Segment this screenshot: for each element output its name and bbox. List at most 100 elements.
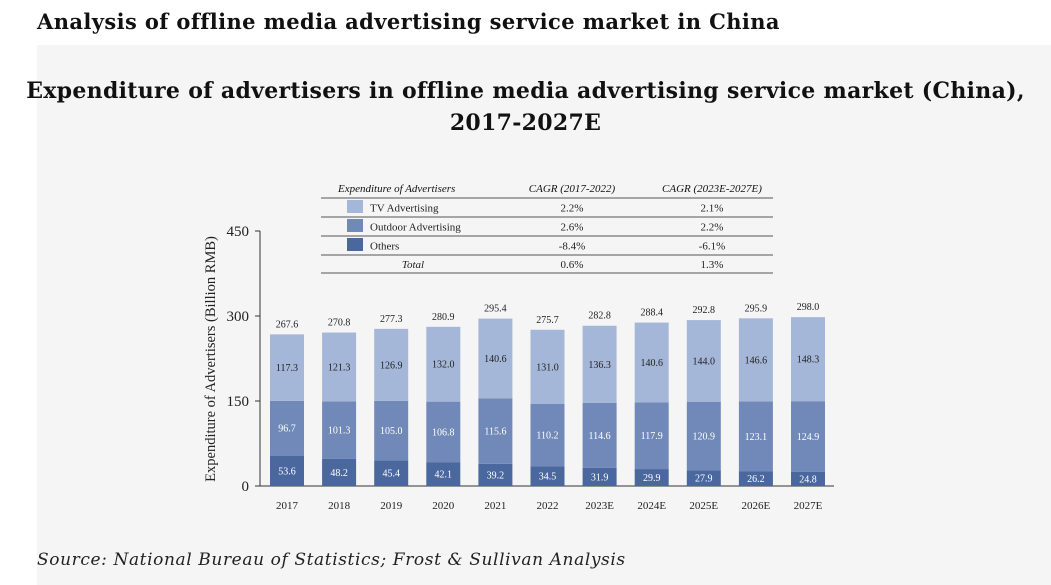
x-tick-label: 2024E <box>637 500 666 512</box>
segment-value-label: 140.6 <box>484 354 507 365</box>
legend-total-cagr-1: 0.6% <box>561 259 584 271</box>
legend-cagr-1: 2.6% <box>561 222 584 234</box>
chart-title-line-1: Expenditure of advertisers in offline me… <box>26 78 1025 104</box>
source-note: Source: National Bureau of Statistics; F… <box>37 550 626 570</box>
bar-segment-outdoor <box>634 402 669 470</box>
bar-total-label: 295.9 <box>745 303 768 314</box>
segment-value-label: 148.3 <box>797 355 820 366</box>
bar-segment-outdoor <box>270 400 304 456</box>
chart-title: Expenditure of advertisers in offline me… <box>0 75 1051 139</box>
bar-segment-outdoor <box>791 401 825 472</box>
segment-value-label: 31.9 <box>591 472 609 483</box>
bar-segment-others <box>530 466 565 486</box>
bar-total-label: 295.4 <box>484 304 507 315</box>
x-tick-label: 2026E <box>742 500 771 512</box>
segment-value-label: 106.8 <box>432 427 455 438</box>
bar-segment-outdoor <box>426 401 461 463</box>
segment-value-label: 132.0 <box>432 360 455 371</box>
segment-value-label: 123.1 <box>745 432 768 443</box>
legend-total-cagr-2: 1.3% <box>701 259 724 271</box>
segment-value-label: 121.3 <box>328 362 351 373</box>
legend-header-label: Expenditure of Advertisers <box>337 183 455 195</box>
bar-segment-outdoor <box>374 400 409 461</box>
segment-value-label: 45.4 <box>382 469 400 480</box>
bar-segment-outdoor <box>686 401 721 471</box>
bar-total-label: 275.7 <box>536 315 559 326</box>
legend-cagr-2: -6.1% <box>699 241 726 253</box>
bar-segment-others <box>634 469 669 486</box>
bar-segment-others <box>738 471 773 486</box>
segment-value-label: 117.3 <box>276 363 298 374</box>
bar-segment-tv <box>738 318 773 402</box>
bar-segment-tv <box>530 329 565 405</box>
bar-segment-outdoor <box>738 401 773 472</box>
bar-total-label: 270.8 <box>328 318 351 329</box>
bar-total-label: 282.8 <box>588 311 611 322</box>
segment-value-label: 24.8 <box>799 474 817 485</box>
bar-segment-outdoor <box>478 398 513 464</box>
legend-cagr-2: 2.2% <box>701 222 724 234</box>
legend-swatch-outdoor <box>347 219 363 232</box>
legend-swatch-others <box>347 238 363 251</box>
segment-value-label: 140.6 <box>640 358 663 369</box>
segment-value-label: 39.2 <box>487 470 505 481</box>
bar-segment-outdoor <box>530 404 565 467</box>
segment-value-label: 136.3 <box>588 360 611 371</box>
x-tick-label: 2027E <box>794 500 823 512</box>
legend-header-cagr-1: CAGR (2017-2022) <box>529 183 616 195</box>
bar-total-label: 280.9 <box>432 312 455 323</box>
segment-value-label: 115.6 <box>484 427 506 438</box>
segment-value-label: 131.0 <box>536 362 559 373</box>
segment-value-label: 110.2 <box>536 431 558 442</box>
x-tick-label: 2022 <box>537 500 559 512</box>
page-heading: Analysis of offline media advertising se… <box>37 9 780 34</box>
bar-total-label: 267.6 <box>276 319 299 330</box>
chart-title-line-2: 2017-2027E <box>449 110 602 136</box>
segment-value-label: 42.1 <box>435 470 453 481</box>
bar-segment-tv <box>478 318 513 399</box>
x-tick-label: 2020 <box>432 500 455 512</box>
bar-segment-tv <box>426 326 461 402</box>
segment-value-label: 144.0 <box>693 356 716 367</box>
segment-value-label: 27.9 <box>695 474 713 485</box>
bar-total-label: 288.4 <box>640 308 663 319</box>
bar-segment-others <box>686 470 721 486</box>
bar-segment-others <box>582 467 617 486</box>
x-tick-label: 2021 <box>484 500 506 512</box>
bar-segment-others <box>374 460 409 486</box>
bar-total-label: 298.0 <box>797 302 820 313</box>
x-tick-label: 2023E <box>585 500 614 512</box>
bar-segment-tv <box>791 317 825 402</box>
legend-cagr-1: -8.4% <box>559 241 586 253</box>
segment-value-label: 126.9 <box>380 360 403 371</box>
bar-segment-outdoor <box>582 402 617 468</box>
x-tick-label: 2017 <box>276 500 299 512</box>
bar-segment-tv <box>322 332 357 402</box>
segment-value-label: 26.2 <box>747 474 765 485</box>
y-tick-label: 150 <box>227 394 250 410</box>
bar-segment-tv <box>582 325 617 403</box>
x-tick-label: 2025E <box>689 500 718 512</box>
segment-value-label: 114.6 <box>589 431 611 442</box>
bar-segment-others <box>426 462 461 486</box>
segment-value-label: 96.7 <box>278 424 296 435</box>
segment-value-label: 53.6 <box>278 466 296 477</box>
segment-value-label: 29.9 <box>643 473 661 484</box>
y-tick-label: 0 <box>242 479 250 495</box>
segment-value-label: 117.9 <box>641 431 663 442</box>
legend-item-label: TV Advertising <box>370 203 439 215</box>
bar-total-label: 277.3 <box>380 314 403 325</box>
bar-segment-others <box>478 463 513 486</box>
segment-value-label: 101.3 <box>328 425 351 436</box>
legend-cagr-1: 2.2% <box>561 203 584 215</box>
segment-value-label: 146.6 <box>745 355 768 366</box>
chart-panel <box>37 45 1051 585</box>
legend-cagr-2: 2.1% <box>701 203 724 215</box>
bar-segment-tv <box>634 322 669 403</box>
x-tick-label: 2019 <box>380 500 403 512</box>
legend-header-cagr-2: CAGR (2023E-2027E) <box>662 183 762 195</box>
bar-segment-tv <box>270 334 304 401</box>
segment-value-label: 34.5 <box>539 472 557 483</box>
legend-total-label: Total <box>402 259 424 271</box>
legend-item-label: Outdoor Advertising <box>370 222 461 234</box>
